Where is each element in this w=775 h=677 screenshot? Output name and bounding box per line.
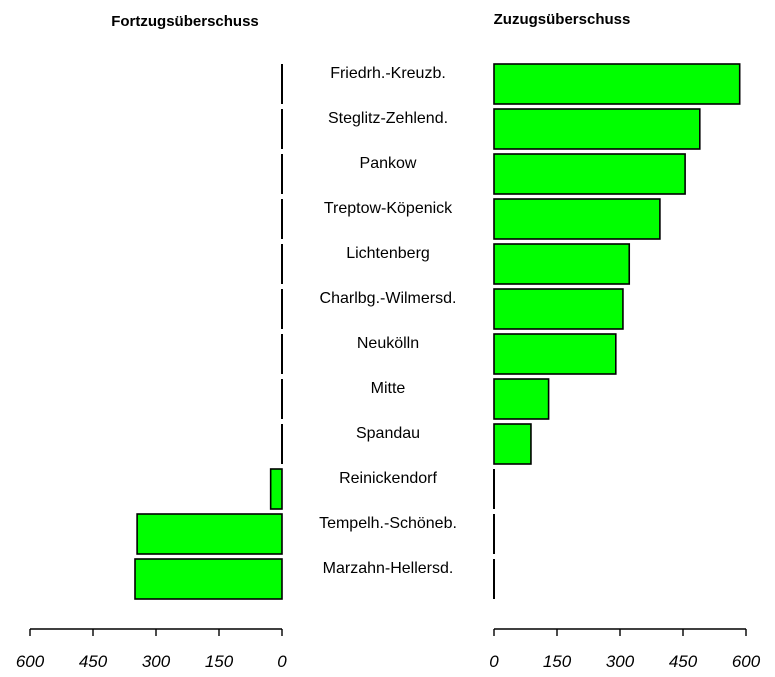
left-tick-label: 600 — [16, 652, 45, 671]
category-label: Pankow — [360, 155, 417, 172]
zuzug-bar — [493, 243, 631, 285]
right-panel-title: Zuzugsüberschuss — [494, 11, 631, 28]
zuzug-bar — [493, 198, 661, 240]
zuzug-bar — [493, 333, 617, 375]
zuzug-bar — [493, 378, 550, 420]
category-label: Mitte — [371, 380, 406, 397]
category-label: Neukölln — [357, 335, 419, 352]
category-label: Friedrh.-Kreuzb. — [330, 65, 446, 82]
zuzug-bar — [493, 63, 741, 105]
right-tick-label: 300 — [606, 652, 635, 671]
left-panel-title: Fortzugsüberschuss — [111, 13, 259, 30]
category-labels: Friedrh.-Kreuzb. Steglitz-Zehlend. Pankow T… — [319, 65, 457, 577]
fortzug-bar — [136, 513, 283, 555]
fortzug-bar — [269, 468, 283, 510]
left-tick-label: 300 — [142, 652, 171, 671]
category-label: Steglitz-Zehlend. — [328, 110, 448, 127]
axes-group: 600 0 450 150 300 300 150 450 0 600 — [16, 628, 761, 671]
category-label: Reinickendorf — [339, 470, 437, 487]
zuzug-bar — [493, 108, 701, 150]
category-label: Spandau — [356, 425, 420, 442]
right-tick-label: 150 — [543, 652, 572, 671]
left-tick-label: 150 — [205, 652, 234, 671]
zuzug-bar — [493, 153, 686, 195]
category-label: Tempelh.-Schöneb. — [319, 515, 457, 532]
right-tick-label: 600 — [732, 652, 761, 671]
left-tick-label: 450 — [79, 652, 108, 671]
fortzug-bar — [134, 558, 283, 600]
zuzug-bar — [493, 288, 624, 330]
category-label: Treptow-Köpenick — [324, 200, 453, 217]
category-label: Charlbg.-Wilmersd. — [320, 290, 457, 307]
left-tick-label: 0 — [277, 652, 287, 671]
category-label: Marzahn-Hellersd. — [323, 560, 454, 577]
category-label: Lichtenberg — [346, 245, 430, 262]
bars-group — [134, 63, 741, 600]
zuzug-bar — [493, 423, 532, 465]
right-tick-label: 450 — [669, 652, 698, 671]
right-tick-label: 0 — [489, 652, 499, 671]
